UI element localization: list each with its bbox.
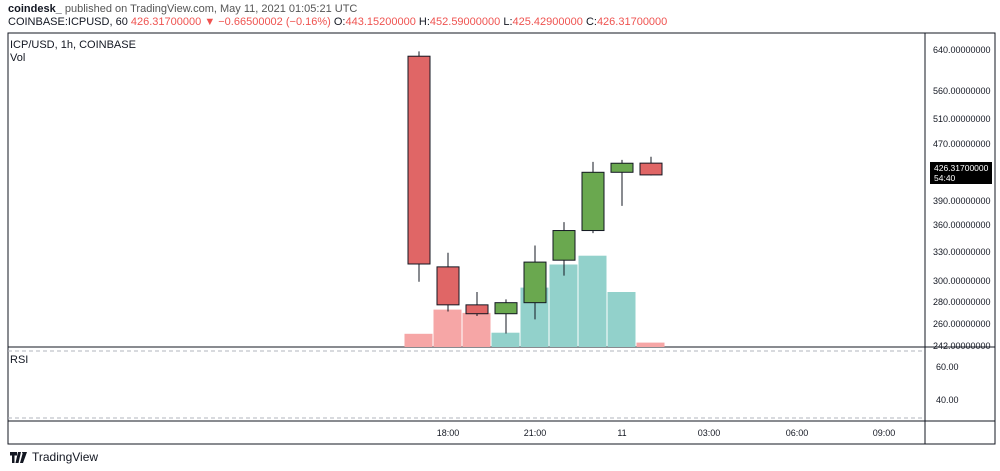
candle-body[interactable] <box>552 230 576 261</box>
price-change: ▼ −0.66500002 (−0.16%) <box>204 16 331 28</box>
price-tick-label: 280.00000000 <box>933 296 991 307</box>
rsi-label: RSI <box>10 354 29 366</box>
volume-bar <box>462 312 491 347</box>
publish-date: published on TradingView.com, May 11, 20… <box>64 3 358 15</box>
price-tick-label: 640.00000000 <box>933 45 991 56</box>
candle-body[interactable] <box>523 261 547 304</box>
current-price-value: 426.31700000 <box>934 163 989 173</box>
time-tick-label: 09:00 <box>872 428 896 438</box>
volume-bar <box>433 309 462 347</box>
candle-body[interactable] <box>639 162 663 176</box>
volume-bar <box>636 342 665 347</box>
tradingview-icon <box>10 451 27 463</box>
tradingview-logo[interactable]: TradingView <box>10 450 98 464</box>
pane-title: ICP/USD, 1h, COINBASE <box>10 39 136 51</box>
price-tick-label: 560.00000000 <box>933 86 991 96</box>
volume-bar <box>607 292 636 347</box>
time-tick-label: 11 <box>617 428 627 438</box>
current-price-tag: 426.31700000 54:40 <box>930 162 992 184</box>
volume-bar <box>578 255 607 347</box>
high-value: 452.59000000 <box>429 16 501 28</box>
author-name: coindesk_ <box>8 3 62 15</box>
time-tick-label: 06:00 <box>785 428 809 438</box>
candle-body[interactable] <box>610 162 634 173</box>
price-tick-label: 470.00000000 <box>933 139 991 150</box>
candle-body[interactable] <box>494 302 518 315</box>
ohlc-legend: COINBASE:ICPUSD, 60 426.31700000 ▼ −0.66… <box>8 16 667 28</box>
price-tick-label: 330.00000000 <box>933 246 991 257</box>
price-tick-label: 242.00000000 <box>933 341 991 351</box>
bar-countdown: 54:40 <box>934 173 956 183</box>
high-label: H: <box>418 16 430 28</box>
low-label: L: <box>503 16 513 28</box>
close-label: C: <box>585 16 597 28</box>
candle-body[interactable] <box>407 55 431 265</box>
volume-label: Vol <box>10 52 26 64</box>
time-tick-label: 21:00 <box>523 428 547 438</box>
brand-name: TradingView <box>32 450 99 464</box>
volume-bar <box>404 333 433 347</box>
volume-bar <box>491 332 520 347</box>
close-value: 426.31700000 <box>596 16 668 28</box>
chart-frame <box>7 32 996 445</box>
price-tick-label: 260.00000000 <box>933 319 991 330</box>
candle-body[interactable] <box>436 266 460 306</box>
time-tick-label: 18:00 <box>436 428 460 438</box>
price-tick-label: 300.00000000 <box>933 275 991 286</box>
candle-body[interactable] <box>465 304 489 315</box>
publish-info: coindesk_ published on TradingView.com, … <box>8 3 357 15</box>
price-tick-label: 390.00000000 <box>933 195 991 206</box>
open-value: 443.15200000 <box>345 16 416 28</box>
rsi-tick-label: 40.00 <box>936 395 959 406</box>
symbol-label: COINBASE:ICPUSD, 60 <box>8 16 128 28</box>
candle-body[interactable] <box>581 171 605 232</box>
open-label: O: <box>333 16 346 28</box>
price-tick-label: 360.00000000 <box>933 220 991 231</box>
low-value: 425.42900000 <box>512 16 583 28</box>
volume-bar <box>549 264 578 347</box>
last-price: 426.31700000 <box>130 16 202 28</box>
candles <box>407 51 663 334</box>
time-tick-label: 03:00 <box>697 428 721 438</box>
price-tick-label: 510.00000000 <box>933 114 991 125</box>
rsi-tick-label: 60.00 <box>936 361 959 372</box>
